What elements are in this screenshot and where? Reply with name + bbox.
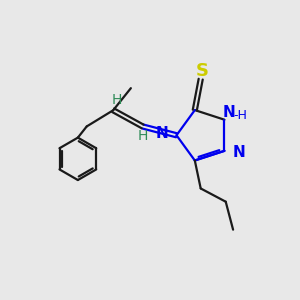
- Text: H: H: [112, 93, 122, 107]
- Text: H: H: [137, 129, 148, 143]
- Text: N: N: [233, 145, 245, 160]
- Text: S: S: [196, 62, 209, 80]
- Text: -H: -H: [234, 109, 248, 122]
- Text: N: N: [223, 105, 235, 120]
- Text: N: N: [155, 126, 168, 141]
